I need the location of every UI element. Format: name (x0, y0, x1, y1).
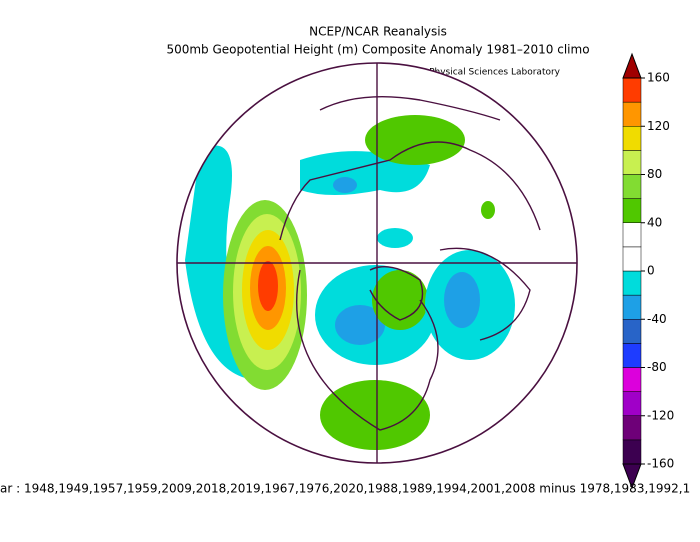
colorbar-segment (622, 415, 642, 441)
colorbar-segment (622, 222, 642, 248)
map-border (176, 62, 578, 464)
colorbar-tick-label: 80 (647, 167, 662, 181)
colorbar-tick-label: 120 (647, 119, 670, 133)
colorbar-arrow-top (622, 52, 642, 79)
colorbar-tick-label: 160 (647, 71, 670, 85)
colorbar-tick-label: -80 (647, 360, 667, 374)
colorbar-tick-label: -40 (647, 312, 667, 326)
colorbar-segment (622, 294, 642, 320)
colorbar-tick-label: 40 (647, 215, 662, 229)
colorbar-segment (622, 391, 642, 416)
colorbar-segment (622, 126, 642, 151)
colorbar-segment (622, 319, 642, 344)
colorbar-segment (622, 77, 642, 103)
colorbar-segment (622, 439, 642, 465)
title: NCEP/NCAR Reanalysis (309, 25, 447, 39)
polar-map (177, 63, 577, 463)
colorbar: 160 120 80 40 0 -40 -80 -120 -160 (622, 52, 674, 490)
colorbar-segment (622, 270, 642, 296)
anomaly-shading (185, 115, 515, 450)
colorbar-arrow-bottom (622, 463, 642, 490)
colorbar-tick-label: -160 (647, 457, 674, 471)
colorbar-segment (622, 246, 642, 272)
colorbar-segment (622, 150, 642, 175)
colorbar-segment (622, 198, 642, 223)
colorbar-segment (622, 343, 642, 368)
subtitle: 500mb Geopotential Height (m) Composite … (166, 43, 589, 57)
colorbar-segment (622, 101, 642, 127)
coastlines (279, 95, 541, 431)
colorbar-segment (622, 367, 642, 392)
caption: ar : 1948,1949,1957,1959,2009,2018,2019,… (0, 482, 690, 496)
colorbar-tick-label: -120 (647, 408, 674, 422)
colorbar-segment (622, 174, 642, 199)
credit: NOAA Physical Sciences Laboratory (400, 68, 561, 78)
colorbar-tick-label: 0 (647, 264, 655, 278)
